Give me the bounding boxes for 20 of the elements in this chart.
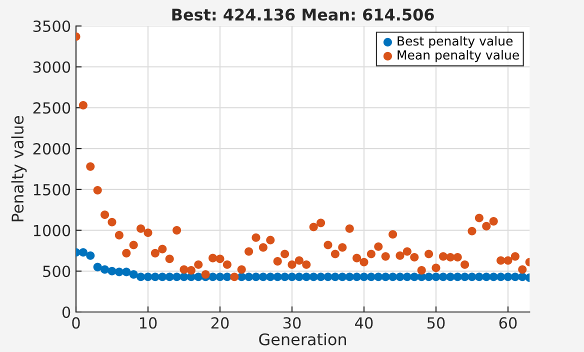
x-tick-label: 40 xyxy=(355,317,373,329)
y-tick-label: 0 xyxy=(62,306,70,318)
y-tick-label: 2500 xyxy=(33,102,70,114)
legend-label: Mean penalty value xyxy=(398,50,519,62)
x-tick-label: 30 xyxy=(283,317,301,329)
chart-title: Best: 424.136 Mean: 614.506 xyxy=(172,8,434,21)
y-tick-label: 1000 xyxy=(34,224,70,236)
y-axis-title: Penalty value xyxy=(11,116,27,222)
x-tick-label: 10 xyxy=(140,317,157,329)
y-tick-label: 3500 xyxy=(33,20,70,32)
y-tick-label: 2000 xyxy=(33,143,70,155)
y-tick-label: 3000 xyxy=(33,61,70,73)
x-tick-label: 0 xyxy=(72,317,80,329)
x-tick-label: 20 xyxy=(211,317,229,329)
x-tick-label: 50 xyxy=(427,317,445,329)
x-tick-label: 60 xyxy=(499,317,517,329)
x-axis-title: Generation xyxy=(259,333,346,346)
legend-label: Best penalty value xyxy=(398,36,513,48)
y-tick-label: 500 xyxy=(43,266,70,278)
y-tick-label: 1500 xyxy=(34,184,70,196)
